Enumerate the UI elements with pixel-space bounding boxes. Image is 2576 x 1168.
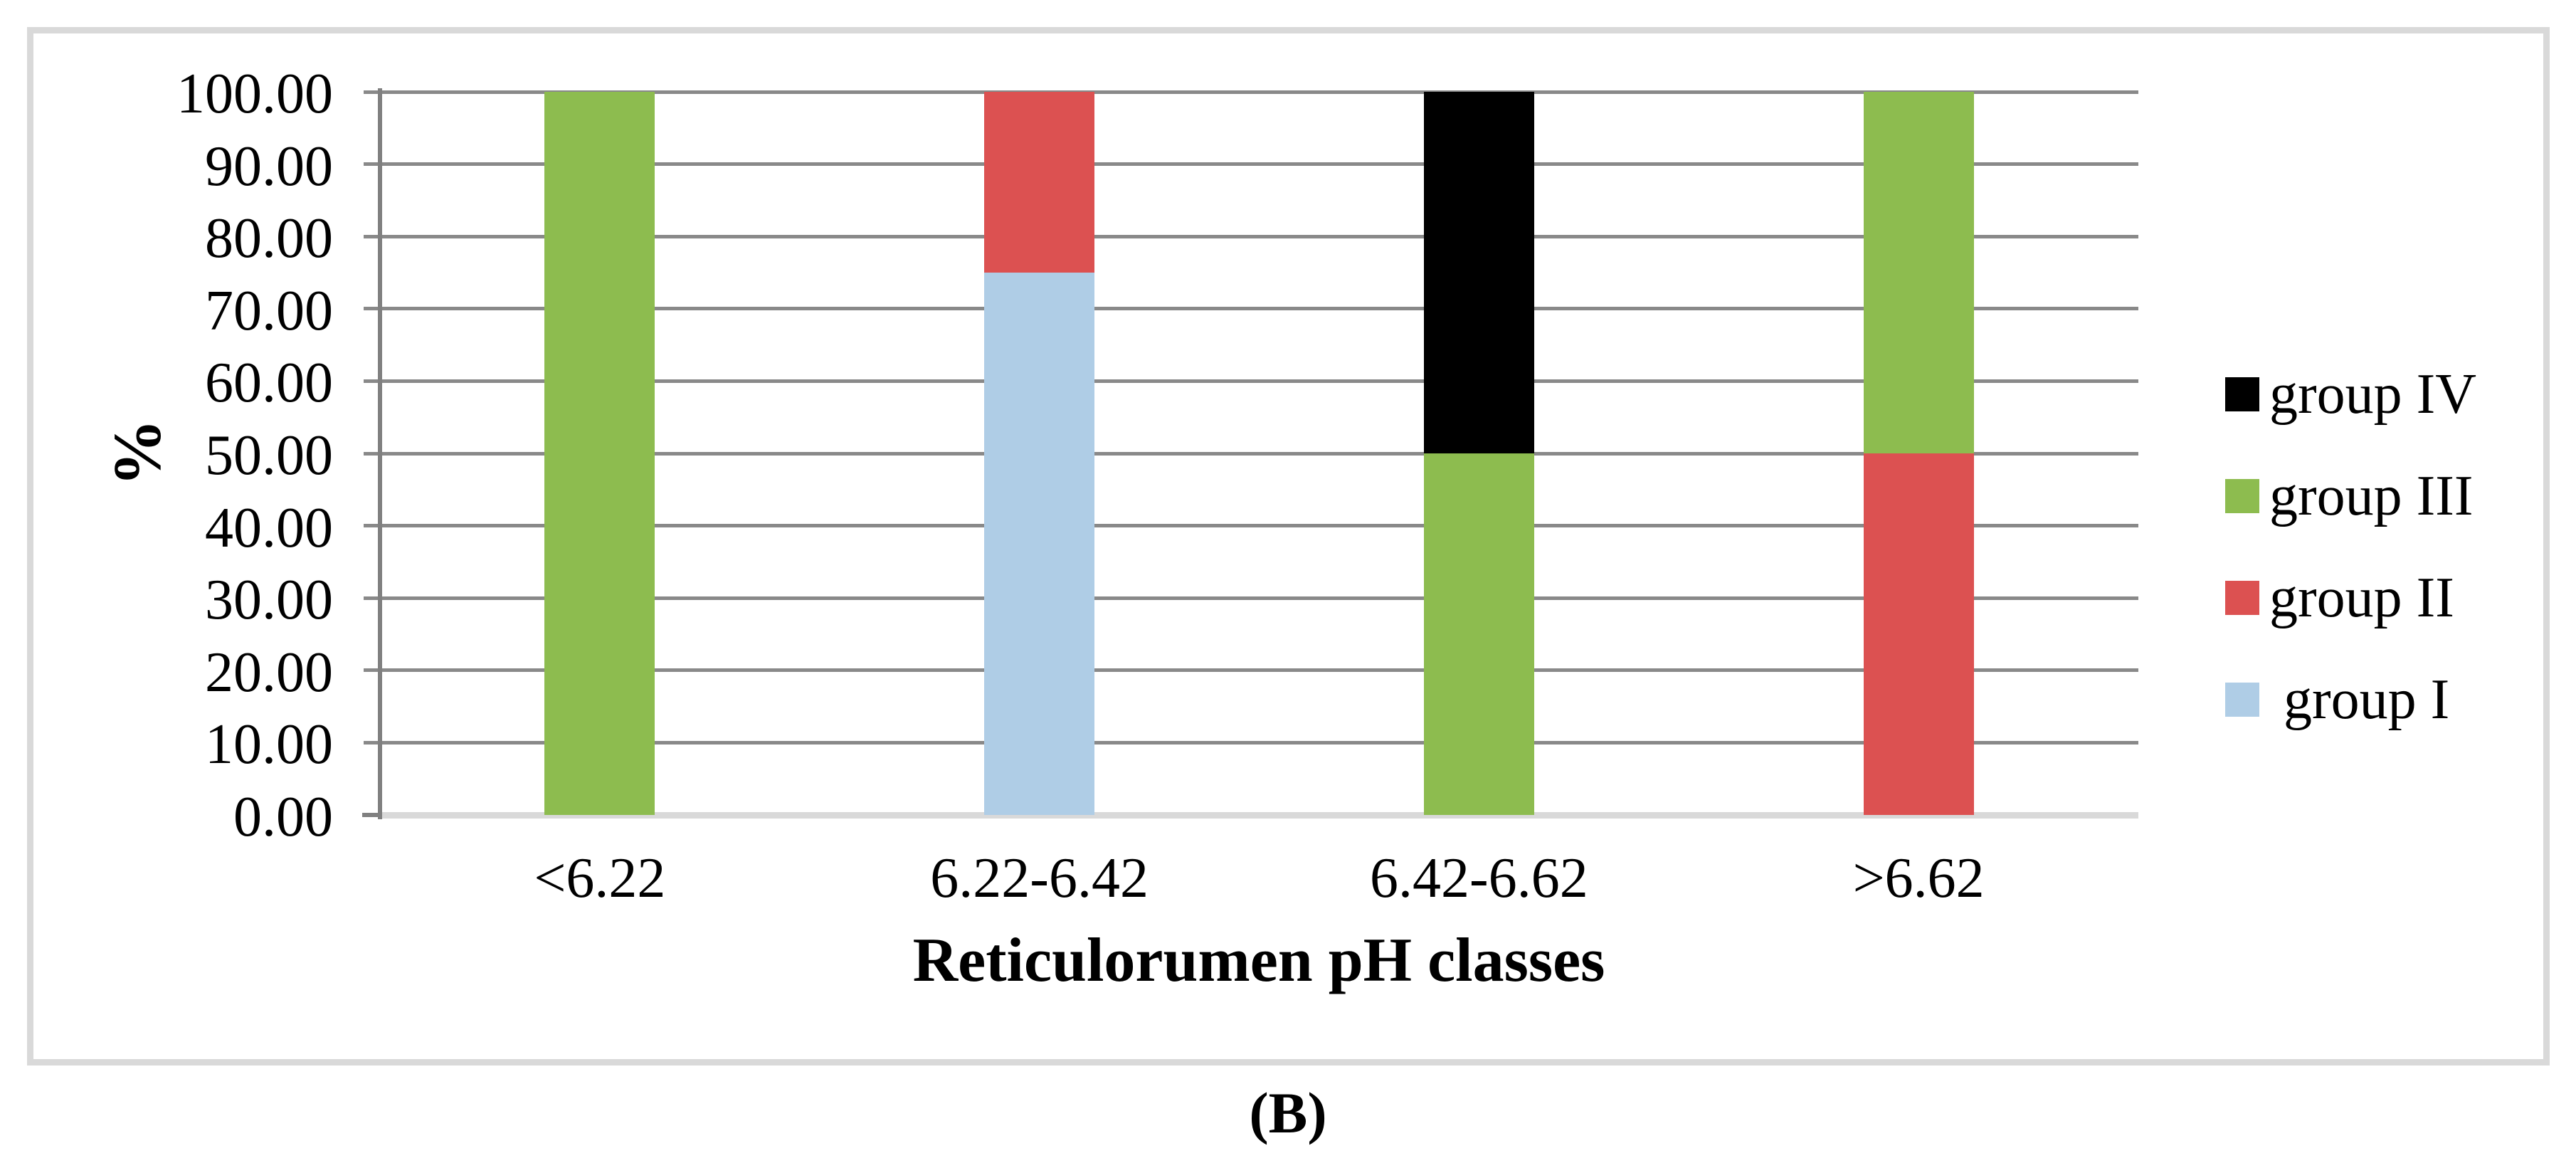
- legend-label: group II: [2269, 567, 2454, 629]
- bar-segment-group-I: [984, 273, 1095, 815]
- y-tick-label: 70.00: [205, 279, 333, 342]
- y-tick-label: 0.00: [233, 786, 333, 848]
- bar-segment-group-III: [1423, 453, 1534, 815]
- y-tick-label: 60.00: [205, 352, 333, 415]
- x-axis-zero-tick: [362, 813, 382, 817]
- legend-swatch: [2225, 479, 2259, 513]
- bar-segment-group-II: [984, 92, 1095, 273]
- y-tick-label: 100.00: [176, 63, 333, 125]
- gridline: [364, 307, 2138, 311]
- legend-label: group III: [2269, 465, 2474, 527]
- gridline: [364, 740, 2138, 745]
- y-axis-line: [378, 88, 382, 819]
- legend-swatch: [2225, 377, 2259, 411]
- x-axis-title: Reticulorumen pH classes: [912, 926, 1605, 995]
- legend-item: group I: [2225, 668, 2449, 731]
- legend-label: group I: [2269, 668, 2450, 731]
- figure-caption: (B): [1249, 1080, 1327, 1145]
- gridline: [364, 668, 2138, 673]
- y-tick-label: 80.00: [205, 207, 333, 270]
- gridline: [364, 596, 2138, 600]
- y-tick-label: 10.00: [205, 713, 333, 777]
- legend-item: group IV: [2225, 363, 2476, 426]
- y-tick-label: 30.00: [205, 569, 333, 632]
- y-tick-label: 90.00: [205, 135, 333, 198]
- y-tick-label: 20.00: [205, 641, 333, 704]
- gridline: [364, 379, 2138, 383]
- y-tick-label: 40.00: [205, 496, 333, 559]
- bar-segment-group-IV: [1423, 92, 1534, 453]
- legend-item: group II: [2225, 567, 2454, 629]
- gridline: [364, 162, 2138, 167]
- legend-item: group III: [2225, 465, 2474, 527]
- x-tick-label: >6.62: [1852, 847, 1985, 910]
- x-axis-baseline: [380, 812, 2138, 819]
- legend-swatch: [2225, 683, 2259, 717]
- chart-frame: [27, 27, 2550, 1066]
- bar-segment-group-III: [1863, 92, 1974, 453]
- y-axis-title: %: [99, 419, 175, 487]
- gridline: [364, 451, 2138, 456]
- bar-segment-group-III: [544, 92, 655, 815]
- x-tick-label: 6.22-6.42: [930, 847, 1149, 910]
- x-tick-label: 6.42-6.62: [1370, 847, 1588, 910]
- legend-label: group IV: [2269, 363, 2477, 426]
- gridline: [364, 524, 2138, 528]
- legend-swatch: [2225, 581, 2259, 615]
- gridline: [364, 234, 2138, 238]
- gridline: [364, 90, 2138, 94]
- x-tick-label: <6.22: [534, 847, 666, 910]
- bar-segment-group-II: [1863, 453, 1974, 815]
- y-tick-label: 50.00: [205, 424, 333, 487]
